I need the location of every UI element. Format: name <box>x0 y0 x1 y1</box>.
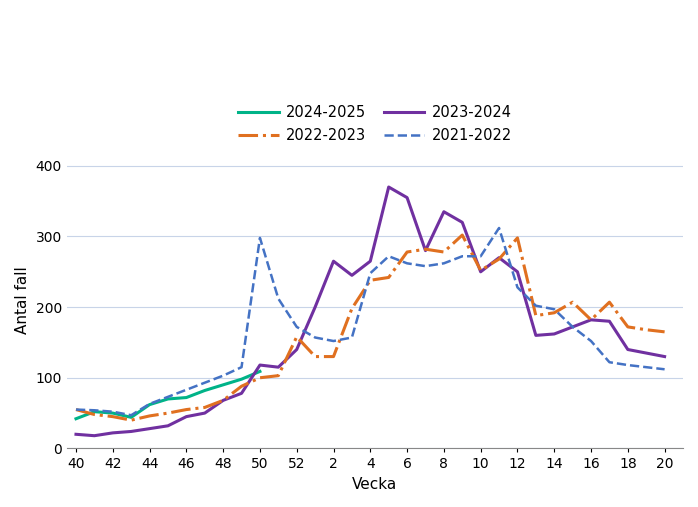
Y-axis label: Antal fall: Antal fall <box>15 266 30 334</box>
Legend: 2024-2025, 2022-2023, 2023-2024, 2021-2022: 2024-2025, 2022-2023, 2023-2024, 2021-20… <box>232 100 518 149</box>
X-axis label: Vecka: Vecka <box>352 477 398 492</box>
